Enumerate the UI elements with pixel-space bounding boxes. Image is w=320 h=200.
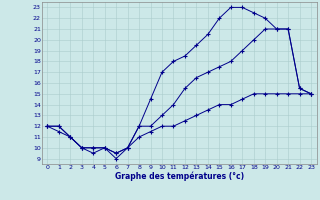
X-axis label: Graphe des températures (°c): Graphe des températures (°c) [115, 171, 244, 181]
